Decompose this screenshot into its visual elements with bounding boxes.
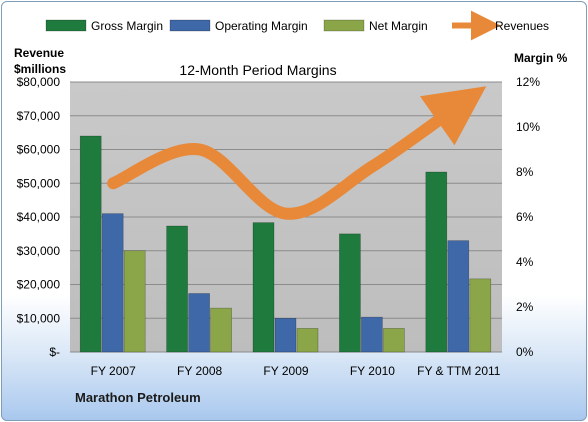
left-tick-label: $50,000 xyxy=(17,176,61,190)
right-tick-label: 4% xyxy=(516,255,534,269)
bars xyxy=(79,135,492,353)
right-tick-label: 6% xyxy=(516,210,534,224)
left-tick-label: $10,000 xyxy=(17,311,61,325)
operating-margin-bar xyxy=(274,317,297,353)
left-tick-label: $40,000 xyxy=(17,210,61,224)
x-tick-label: FY & TTM 2011 xyxy=(417,364,501,378)
x-tick-label: FY 2008 xyxy=(177,364,222,378)
right-tick-label: 0% xyxy=(516,345,534,359)
left-tick-label: $70,000 xyxy=(17,109,61,123)
gross-margin-legend-label: Gross Margin xyxy=(91,19,163,33)
right-axis-ticks: 0% 2% 4% 6% 8% 10% 12% xyxy=(516,75,540,359)
operating-margin-bar xyxy=(188,293,210,353)
operating-margin-legend-swatch xyxy=(169,19,211,32)
left-tick-label: $20,000 xyxy=(17,278,61,292)
gross-margin-bar xyxy=(339,233,361,353)
gross-margin-legend-swatch xyxy=(45,19,87,32)
left-axis-ticks: $- $10,000 $20,000 $30,000 $40,000 $50,000 $60… xyxy=(17,75,61,359)
right-tick-label: 12% xyxy=(516,75,540,89)
legend: Gross Margin Operating Margin Net Margin Re… xyxy=(45,10,549,41)
x-axis-ticks: FY 2007 FY 2008 FY 2009 FY 2010 FY & TTM 201… xyxy=(91,364,501,378)
net-margin-legend-swatch xyxy=(323,19,365,32)
right-tick-label: 8% xyxy=(516,165,534,179)
x-tick-label: FY 2007 xyxy=(91,364,136,378)
left-tick-label: $- xyxy=(49,345,60,359)
left-axis-title-line2: $millions xyxy=(14,62,66,76)
net-margin-legend-label: Net Margin xyxy=(369,19,428,33)
gross-margin-bar xyxy=(252,222,275,353)
net-margin-bar xyxy=(123,250,146,353)
left-axis-title-line1: Revenue xyxy=(14,46,64,60)
gross-margin-bar xyxy=(425,171,448,353)
x-tick-label: FY 2009 xyxy=(263,364,308,378)
revenues-line xyxy=(107,86,487,220)
right-axis-title: Margin % xyxy=(514,51,568,65)
operating-margin-bar xyxy=(447,240,470,353)
revenues-legend-label: Revenues xyxy=(495,19,549,33)
net-margin-bar xyxy=(296,328,319,353)
net-margin-bar xyxy=(383,328,405,353)
operating-margin-bar xyxy=(101,213,124,353)
revenue-line xyxy=(107,86,487,220)
chart-title: 12-Month Period Margins xyxy=(179,62,336,78)
operating-margin-bar xyxy=(361,316,383,353)
footer-label: Marathon Petroleum xyxy=(75,390,201,405)
left-tick-label: $30,000 xyxy=(17,244,61,258)
net-margin-bar xyxy=(210,307,232,353)
operating-margin-legend-label: Operating Margin xyxy=(215,19,308,33)
left-tick-label: $60,000 xyxy=(17,143,61,157)
gross-margin-bar xyxy=(166,225,188,353)
x-tick-label: FY 2010 xyxy=(350,364,395,378)
gross-margin-bar xyxy=(79,135,102,353)
left-tick-label: $80,000 xyxy=(17,75,61,89)
right-tick-label: 10% xyxy=(516,120,540,134)
net-margin-bar xyxy=(469,278,492,353)
right-tick-label: 2% xyxy=(516,300,534,314)
